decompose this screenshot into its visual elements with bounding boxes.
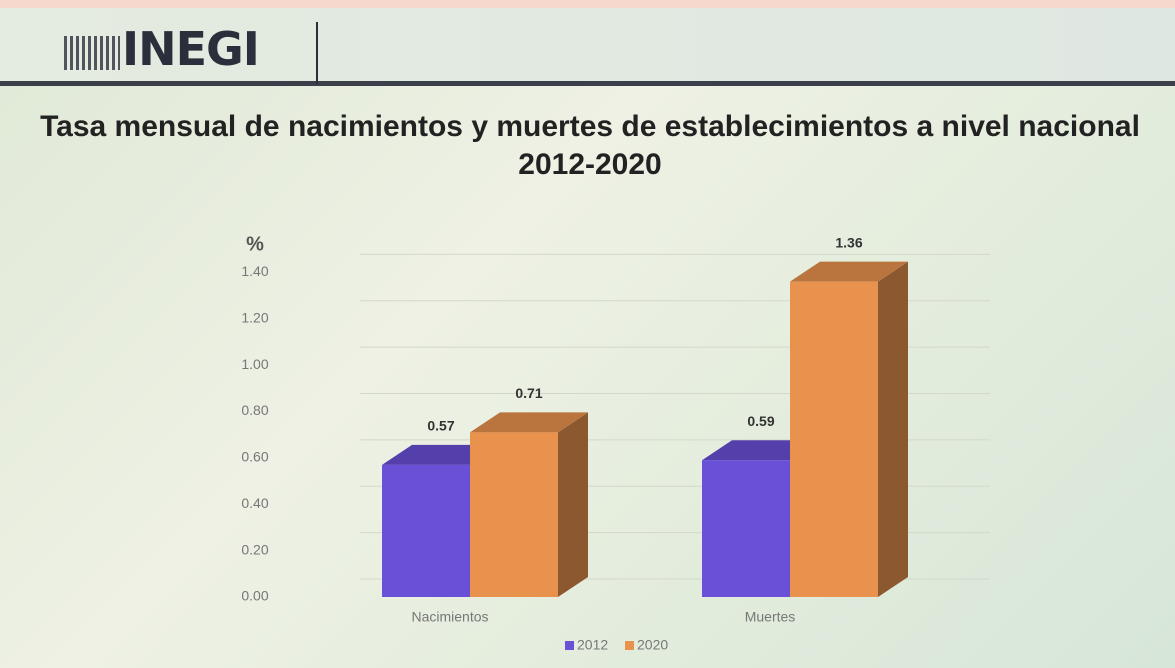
bar <box>702 460 790 597</box>
bar-side <box>878 262 908 597</box>
legend-swatch <box>625 641 634 650</box>
legend-swatch <box>565 641 574 650</box>
screen: INEGI Tasa mensual de nacimientos y muer… <box>0 0 1175 668</box>
y-tick-label: 1.20 <box>241 309 268 325</box>
x-tick-label: Muertes <box>745 609 796 625</box>
y-tick-label: 0.00 <box>241 588 268 604</box>
value-label: 1.36 <box>835 234 862 250</box>
value-label: 0.57 <box>427 418 454 434</box>
y-tick-label: 0.60 <box>241 449 268 465</box>
x-tick-label: Nacimientos <box>411 609 488 625</box>
legend-label: 2012 <box>577 637 608 653</box>
y-tick-label: 1.00 <box>241 356 268 372</box>
y-tick-label: 1.40 <box>241 263 268 279</box>
value-label: 0.71 <box>515 385 542 401</box>
legend-label: 2020 <box>637 637 668 653</box>
value-label: 0.59 <box>747 413 774 429</box>
bar <box>470 432 558 597</box>
bar-side <box>558 412 588 597</box>
chart: % 0.00 0.20 0.40 0.60 0.80 1.00 1.20 1.40 Nacimi… <box>0 0 1175 668</box>
y-tick-label: 0.20 <box>241 541 268 557</box>
y-axis-label: % <box>246 233 264 255</box>
bar <box>790 282 878 597</box>
y-tick-label: 0.40 <box>241 495 268 511</box>
y-tick-label: 0.80 <box>241 402 268 418</box>
bar <box>382 465 470 597</box>
